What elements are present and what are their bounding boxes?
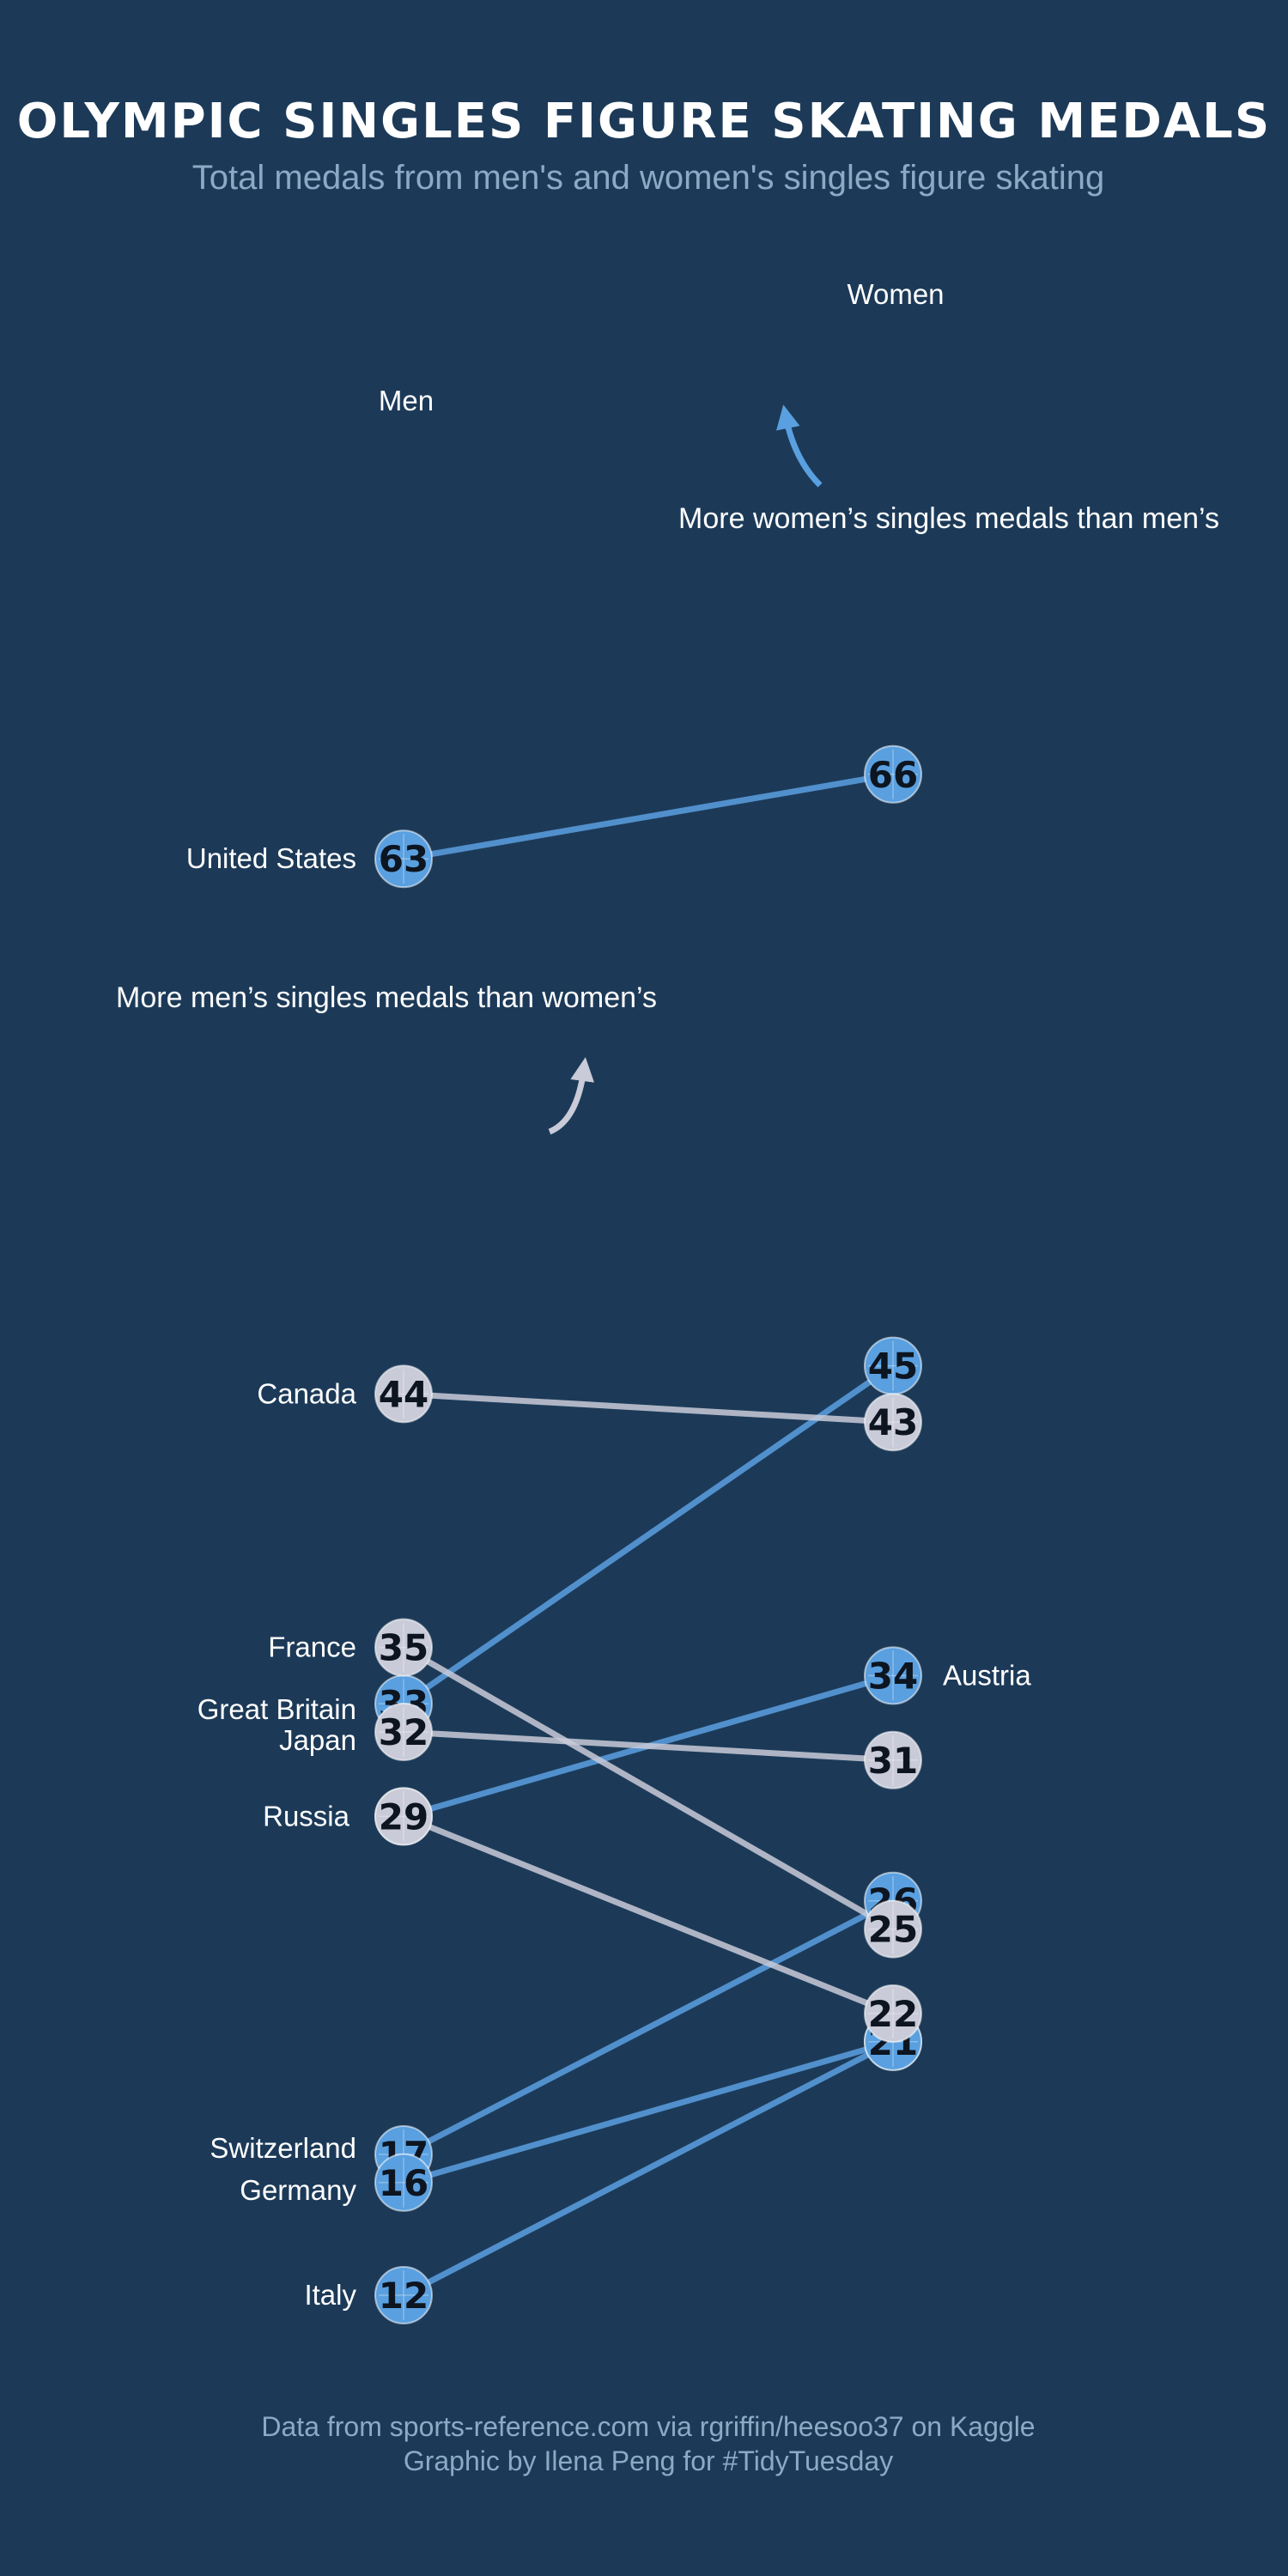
value-label: 35 — [379, 1627, 428, 1669]
point-united-states-women: 66 — [864, 744, 922, 804]
point-great-britain-women: 45 — [864, 1336, 922, 1395]
value-label: 29 — [379, 1795, 428, 1838]
value-label: 16 — [379, 2162, 428, 2204]
value-label: 34 — [868, 1655, 918, 1697]
marker-circle — [374, 2153, 433, 2212]
value-label: 44 — [379, 1373, 428, 1415]
marker-circle — [864, 1899, 922, 1959]
data-points: 6366334529341726162112214443352532312922 — [374, 744, 922, 2324]
marker-circle — [864, 1984, 922, 2043]
country-label-great-britain: Great Britain — [197, 1693, 356, 1725]
slope-line-japan — [403, 1728, 894, 1764]
value-label: 31 — [868, 1740, 918, 1782]
country-label-austria: Austria — [943, 1659, 1031, 1691]
footer-source: Data from sports-reference.com via rgrif… — [261, 2411, 1035, 2442]
value-label: 12 — [379, 2275, 428, 2317]
country-label-united-states: United States — [186, 842, 356, 874]
value-label: 45 — [868, 1346, 918, 1388]
country-label-italy: Italy — [304, 2279, 356, 2311]
marker-circle — [374, 1364, 433, 1424]
chart-subtitle: Total medals from men's and women's sing… — [192, 159, 1104, 197]
point-russia-men: 29 — [374, 1787, 433, 1846]
slope-line-italy — [402, 2038, 895, 2299]
country-label-germany: Germany — [240, 2174, 356, 2206]
chart-title: OLYMPIC SINGLES FIGURE SKATING MEDALS — [17, 94, 1271, 149]
slope-line-russia — [402, 1814, 895, 2017]
slope-line-canada — [403, 1390, 894, 1425]
men-more-annotation: More men’s singles medals than women’s — [116, 981, 657, 1014]
slope-line-united-states — [403, 771, 894, 862]
value-label: 25 — [868, 1909, 918, 1951]
point-canada-women: 43 — [864, 1393, 922, 1452]
women-column-header: Women — [847, 278, 944, 310]
marker-circle — [374, 829, 433, 889]
marker-circle — [864, 1393, 922, 1452]
marker-circle — [374, 2266, 433, 2324]
point-austria-women: 34 — [864, 1646, 922, 1705]
point-russia-women: 22 — [864, 1984, 922, 2043]
point-united-states-men: 63 — [374, 829, 433, 889]
marker-circle — [864, 744, 922, 804]
point-canada-men: 44 — [374, 1364, 433, 1424]
point-germany-men: 16 — [374, 2153, 433, 2212]
point-france-men: 35 — [374, 1618, 433, 1677]
value-label: 66 — [868, 754, 918, 796]
men-more-arrow — [548, 1057, 595, 1135]
slope-lines — [402, 771, 895, 2299]
slope-line-great-britain — [402, 1363, 895, 1707]
marker-circle — [374, 1618, 433, 1677]
marker-circle — [374, 1703, 433, 1761]
country-label-canada: Canada — [257, 1377, 356, 1409]
slope-line-france — [402, 1644, 895, 1932]
value-label: 32 — [379, 1711, 428, 1753]
women-more-arrow — [776, 404, 823, 488]
marker-circle — [374, 1787, 433, 1846]
country-label-switzerland: Switzerland — [210, 2132, 356, 2164]
value-label: 63 — [379, 838, 428, 880]
country-label-france: France — [268, 1631, 356, 1663]
marker-circle — [864, 1730, 922, 1789]
country-labels: United States Canada France Great BritainJa… — [186, 842, 1031, 2311]
country-label-russia: Russia — [263, 1800, 350, 1832]
value-label: 22 — [868, 1993, 918, 2035]
point-france-women: 25 — [864, 1899, 922, 1959]
value-label: 43 — [868, 1401, 918, 1443]
point-italy-men: 12 — [374, 2266, 433, 2324]
point-japan-women: 31 — [864, 1730, 922, 1789]
marker-circle — [864, 1646, 922, 1705]
women-more-annotation: More women’s singles medals than men’s — [678, 502, 1219, 535]
country-label-japan: Japan — [279, 1724, 356, 1756]
slope-line-germany — [403, 2038, 894, 2186]
footer-credit: Graphic by Ilena Peng for #TidyTuesday — [404, 2445, 893, 2476]
men-column-header: Men — [379, 385, 434, 416]
point-japan-men: 32 — [374, 1703, 433, 1761]
slope-line-switzerland — [402, 1898, 895, 2158]
